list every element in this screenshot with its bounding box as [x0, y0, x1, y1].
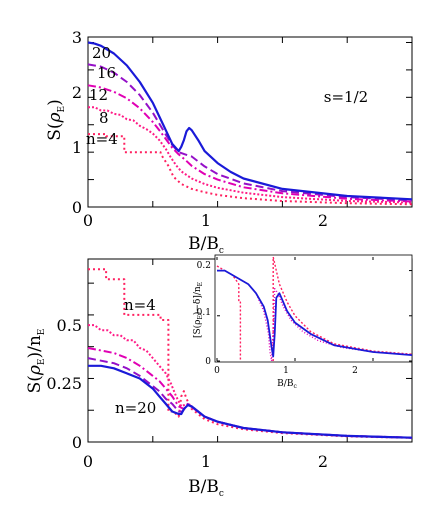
- top-label-8: 8: [99, 109, 109, 127]
- inset-axes-frame: [214, 254, 413, 363]
- bottom-xtick-1: 1: [201, 452, 211, 471]
- top-ytick-1: 1: [72, 138, 82, 157]
- top-annotation: s=1/2: [324, 88, 368, 106]
- top-label-16: 16: [97, 64, 116, 82]
- inset-ytick-2: 0.2: [197, 261, 211, 271]
- inset-ytick-0: 0: [205, 357, 211, 367]
- top-ytick-3: 3: [72, 28, 82, 47]
- top-xtick-0: 0: [83, 211, 93, 230]
- bottom-label-n4: n=4: [124, 296, 156, 314]
- top-ylabel: S(ρE): [45, 99, 67, 141]
- top-axes-frame: [87, 36, 413, 208]
- top-ytick-0: 0: [72, 198, 82, 217]
- top-series-1: [88, 106, 413, 204]
- inset-plot: 0.2 0.1 0 0 1 2 B/Bc [S(ρE)−δ]/nE: [192, 254, 413, 390]
- bottom-series-3: [87, 357, 413, 439]
- top-label-12: 12: [89, 86, 108, 104]
- top-series-0: [88, 133, 413, 206]
- inset-xtick-1: 1: [283, 366, 289, 376]
- inset-xtick-0: 0: [214, 366, 220, 376]
- bottom-series: [87, 268, 413, 439]
- top-label-n4: n=4: [86, 130, 118, 148]
- top-label-20: 20: [92, 44, 111, 62]
- bottom-xtick-0: 0: [83, 452, 93, 471]
- inset-xtick-2: 2: [352, 366, 358, 376]
- bottom-ylabel: S(ρE)/nE: [25, 329, 47, 394]
- bottom-series-2: [87, 347, 413, 439]
- inset-xlabel: B/Bc: [277, 379, 297, 390]
- bottom-ytick-2: 0.5: [57, 316, 82, 335]
- top-ticks: [87, 37, 413, 208]
- bottom-xlabel: B/Bc: [188, 477, 224, 499]
- top-xtick-1: 1: [201, 211, 211, 230]
- top-xtick-2: 2: [318, 211, 328, 230]
- inset-ylabel: [S(ρE)−δ]/nE: [192, 282, 204, 338]
- top-series-2: [87, 84, 413, 203]
- inset-ticks: [216, 257, 412, 362]
- bottom-panel: 0.5 0.25 0 0 1 2 B/Bc S(ρE)/nE n=4 n=20 …: [25, 254, 413, 499]
- bottom-ytick-1: 0.25: [46, 374, 82, 393]
- top-series: [87, 41, 413, 206]
- bottom-series-4: [88, 364, 413, 439]
- top-series-4: [87, 41, 413, 201]
- bottom-xtick-2: 2: [318, 452, 328, 471]
- inset-series: [216, 256, 413, 362]
- top-ytick-2: 2: [72, 83, 82, 102]
- inset-ytick-1: 0.1: [197, 308, 211, 318]
- bottom-label-n20: n=20: [115, 399, 156, 417]
- bottom-ytick-0: 0: [72, 433, 82, 452]
- inset-series-3: [217, 269, 413, 358]
- top-panel: 3 2 1 0 0 1 2 B/Bc S(ρE) s=1/2 20 16 12 …: [45, 28, 413, 256]
- top-xlabel: B/Bc: [188, 234, 224, 256]
